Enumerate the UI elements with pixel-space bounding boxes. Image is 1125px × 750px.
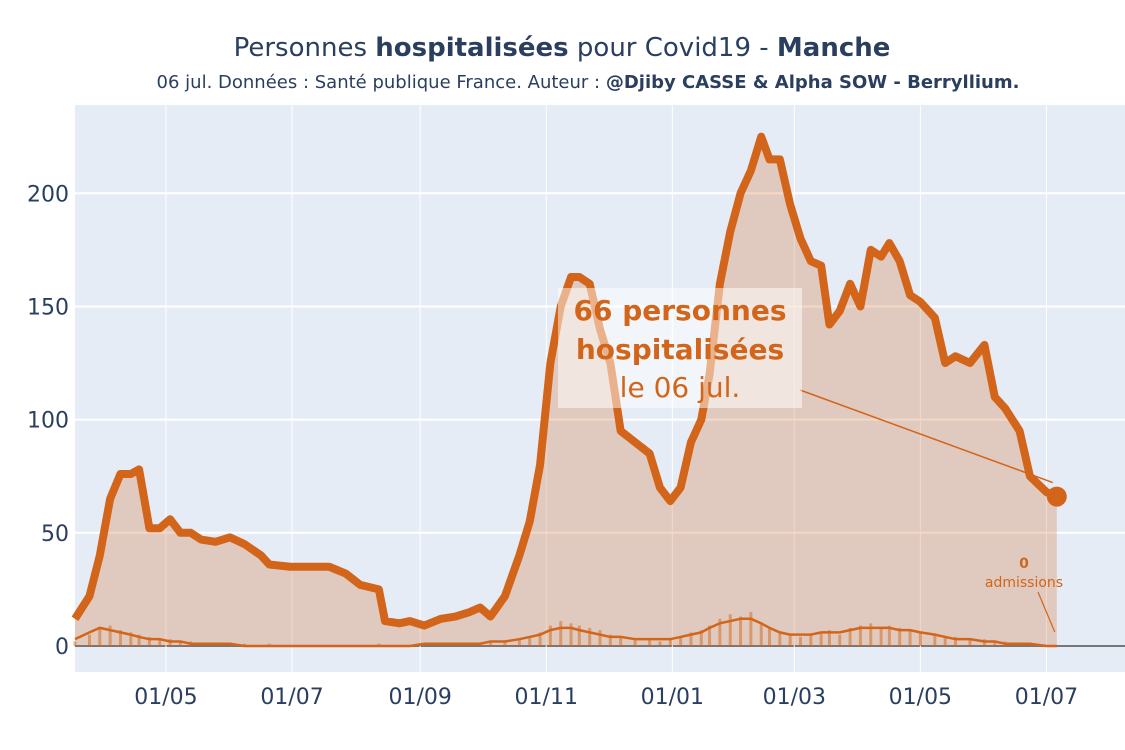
- admission-bar: [137, 634, 141, 646]
- admission-bar: [577, 625, 581, 646]
- admission-bar: [728, 614, 732, 646]
- admission-bar: [838, 634, 842, 646]
- y-tick-label: 100: [27, 409, 69, 434]
- admission-bar: [954, 636, 958, 646]
- admission-bar: [699, 630, 703, 646]
- admission-bar: [918, 632, 922, 646]
- title-part: pour Covid19 -: [569, 33, 777, 63]
- admission-bar: [788, 634, 792, 646]
- admission-bar: [118, 630, 122, 646]
- y-tick-label: 50: [41, 522, 69, 547]
- title-part: Personnes: [234, 33, 376, 63]
- admission-bar: [648, 639, 652, 646]
- admission-bar: [689, 632, 693, 646]
- x-tick-label: 01/07: [1015, 685, 1078, 710]
- subtitle-part: 06 jul. Données : Santé publique France.…: [157, 72, 606, 93]
- admission-bar: [503, 641, 507, 646]
- admission-bar: [668, 639, 672, 646]
- last-point: [1046, 486, 1067, 507]
- admission-bar: [178, 641, 182, 646]
- y-tick-label: 0: [55, 635, 69, 660]
- admission-bar: [879, 627, 883, 646]
- admission-bar: [129, 632, 133, 646]
- admission-bar: [488, 641, 492, 646]
- admission-bar: [933, 634, 937, 646]
- admission-bar: [619, 636, 623, 646]
- annotation-text: 0: [1019, 556, 1029, 572]
- admission-bar: [968, 639, 972, 646]
- admission-bar: [569, 623, 573, 646]
- admission-bar: [158, 639, 162, 646]
- admission-bar: [767, 627, 771, 646]
- subtitle: 06 jul. Données : Santé publique France.…: [157, 72, 1020, 93]
- admission-bar: [679, 636, 683, 646]
- title-part: hospitalisées: [375, 33, 568, 63]
- admission-bar: [943, 636, 947, 646]
- admission-bar: [858, 625, 862, 646]
- annotation-text: admissions: [985, 575, 1063, 591]
- admission-bar: [108, 625, 112, 646]
- admission-bar: [718, 618, 722, 646]
- admission-bar: [993, 641, 997, 646]
- admission-bar: [73, 641, 77, 646]
- x-tick-label: 01/09: [388, 685, 451, 710]
- admission-bar: [517, 639, 521, 646]
- admission-bar: [898, 627, 902, 646]
- admission-bar: [759, 623, 763, 646]
- admission-bar: [87, 634, 91, 646]
- admission-bar: [908, 630, 912, 646]
- y-tick-label: 150: [27, 295, 69, 320]
- x-tick-label: 01/07: [260, 685, 323, 710]
- admission-bar: [778, 632, 782, 646]
- x-tick-label: 01/11: [515, 685, 578, 710]
- admission-bar: [819, 632, 823, 646]
- admission-bar: [538, 632, 542, 646]
- title-part: Manche: [777, 33, 890, 63]
- admission-bar: [708, 625, 712, 646]
- admission-bar: [658, 641, 662, 646]
- admission-bar: [147, 636, 151, 646]
- x-tick-label: 01/03: [763, 685, 826, 710]
- annotation-arrow: [1037, 591, 1056, 633]
- subtitle-part: @Djiby CASSE & Alpha SOW - Berryllium.: [606, 72, 1020, 93]
- x-tick-label: 01/05: [889, 685, 952, 710]
- admission-bar: [608, 634, 612, 646]
- admission-bar: [809, 634, 813, 646]
- annotation-box: [558, 288, 802, 408]
- admission-bar: [598, 630, 602, 646]
- annotation-arrow: [799, 389, 1054, 484]
- x-tick-label: 01/05: [134, 685, 197, 710]
- admission-bar: [749, 612, 753, 646]
- admission-bar: [827, 630, 831, 646]
- annotation-text: hospitalisées: [576, 333, 784, 366]
- admission-bar: [633, 639, 637, 646]
- admission-bar: [869, 623, 873, 646]
- admission-bar: [887, 625, 891, 646]
- y-tick-label: 200: [27, 182, 69, 207]
- admission-bar: [528, 636, 532, 646]
- admission-line: [74, 617, 1057, 648]
- x-tick-label: 01/01: [641, 685, 704, 710]
- admission-bar: [739, 616, 743, 646]
- admission-bar: [559, 621, 563, 646]
- admission-bar: [548, 625, 552, 646]
- admission-bar: [798, 636, 802, 646]
- admission-bar: [98, 627, 102, 646]
- chart-title: Personnes hospitalisées pour Covid19 - M…: [234, 33, 891, 63]
- annotation-text: le 06 jul.: [620, 371, 741, 404]
- annotation-text: 66 personnes: [574, 294, 787, 327]
- admission-bar: [848, 627, 852, 646]
- admission-bar: [588, 627, 592, 646]
